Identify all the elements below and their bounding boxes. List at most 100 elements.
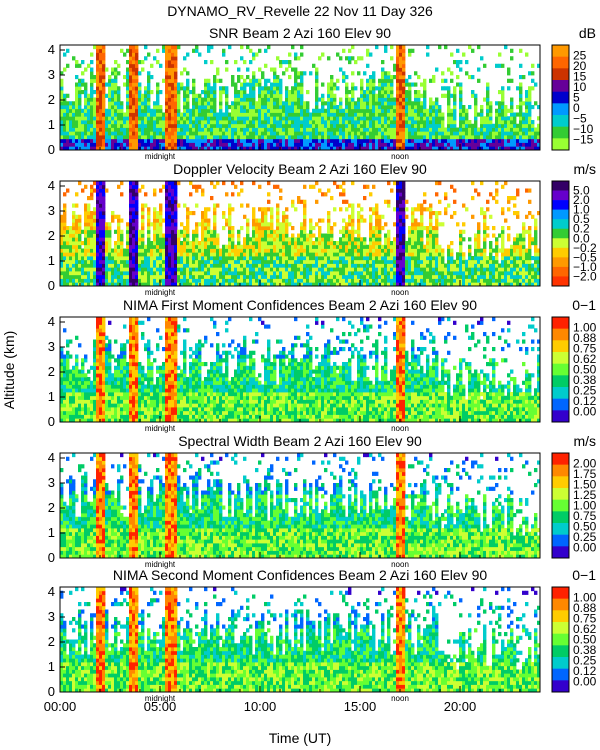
heatmap-cell (507, 127, 511, 132)
heatmap-cell (216, 252, 220, 257)
heatmap-cell (375, 274, 379, 279)
heatmap-cell (348, 146, 352, 150)
heatmap-cell (99, 78, 103, 83)
heatmap-cell (165, 116, 169, 121)
heatmap-cell (168, 63, 172, 68)
heatmap-cell (129, 256, 133, 261)
heatmap-cell (237, 138, 241, 143)
heatmap-cell (318, 229, 322, 234)
heatmap-cell (99, 274, 103, 279)
heatmap-cell (129, 78, 133, 83)
heatmap-cell (225, 131, 229, 136)
heatmap-cell (528, 127, 532, 132)
heatmap-cell (249, 252, 253, 257)
heatmap-cell (249, 86, 253, 91)
heatmap-cell (111, 82, 115, 87)
heatmap-cell (201, 282, 205, 286)
heatmap-cell (240, 82, 244, 87)
heatmap-cell (99, 267, 103, 272)
heatmap-cell (351, 207, 355, 212)
heatmap-cell (369, 233, 373, 238)
heatmap-cell (336, 263, 340, 268)
heatmap-cell (396, 75, 400, 80)
heatmap-cell (171, 67, 175, 72)
heatmap-cell (363, 135, 367, 140)
heatmap-cell (375, 207, 379, 212)
heatmap-cell (321, 112, 325, 117)
heatmap-cell (303, 184, 307, 189)
heatmap-cell (96, 146, 100, 150)
heatmap-cell (288, 60, 292, 65)
heatmap-cell (222, 267, 226, 272)
heatmap-cell (417, 120, 421, 125)
heatmap-cell (147, 105, 151, 110)
heatmap-cell (249, 241, 253, 246)
heatmap-cell (312, 263, 316, 268)
heatmap-cell (378, 120, 382, 125)
heatmap-cell (222, 146, 226, 150)
heatmap-cell (429, 131, 433, 136)
heatmap-cell (192, 282, 196, 286)
heatmap-cell (279, 131, 283, 136)
heatmap-cell (75, 75, 79, 80)
heatmap-cell (285, 142, 289, 147)
heatmap-cell (87, 256, 91, 261)
heatmap-cell (399, 71, 403, 76)
heatmap-cell (498, 142, 502, 147)
heatmap-cell (279, 271, 283, 276)
heatmap-cell (360, 263, 364, 268)
heatmap-cell (159, 233, 163, 238)
heatmap-cell (309, 267, 313, 272)
heatmap-cell (93, 188, 97, 193)
heatmap-cell (342, 108, 346, 113)
heatmap-cell (372, 226, 376, 231)
heatmap-cell (351, 211, 355, 216)
heatmap-cell (243, 135, 247, 140)
heatmap-cell (252, 244, 256, 249)
heatmap-cell (126, 123, 130, 128)
heatmap-cell (435, 97, 439, 102)
heatmap-cell (315, 248, 319, 253)
heatmap-cell (156, 278, 160, 283)
heatmap-cell (240, 181, 244, 186)
heatmap-cell (357, 256, 361, 261)
heatmap-cell (345, 120, 349, 125)
heatmap-cell (312, 226, 316, 231)
heatmap-cell (474, 123, 478, 128)
heatmap-cell (111, 256, 115, 261)
heatmap-cell (480, 116, 484, 121)
heatmap-cell (366, 256, 370, 261)
heatmap-cell (282, 267, 286, 272)
heatmap-cell (417, 108, 421, 113)
heatmap-cell (342, 120, 346, 125)
heatmap-cell (81, 78, 85, 83)
heatmap-cell (369, 222, 373, 227)
heatmap-cell (345, 146, 349, 150)
heatmap-cell (93, 131, 97, 136)
heatmap-cell (258, 241, 262, 246)
heatmap-cell (300, 112, 304, 117)
heatmap-cell (120, 123, 124, 128)
heatmap-cell (168, 181, 172, 186)
heatmap-cell (345, 135, 349, 140)
heatmap-cell (165, 256, 169, 261)
heatmap-cell (309, 229, 313, 234)
heatmap-cell (141, 60, 145, 65)
heatmap-cell (339, 256, 343, 261)
heatmap-cell (444, 78, 448, 83)
heatmap-cell (303, 248, 307, 253)
heatmap-cell (261, 248, 265, 253)
heatmap-cell (171, 146, 175, 150)
heatmap-cell (261, 90, 265, 95)
heatmap-cell (222, 127, 226, 132)
heatmap-cell (162, 267, 166, 272)
heatmap-cell (360, 127, 364, 132)
heatmap-cell (459, 90, 463, 95)
heatmap-cell (300, 78, 304, 83)
heatmap-cell (261, 142, 265, 147)
heatmap-cell (501, 131, 505, 136)
heatmap-cell (282, 244, 286, 249)
heatmap-cell (303, 241, 307, 246)
heatmap-cell (426, 108, 430, 113)
heatmap-cell (201, 90, 205, 95)
